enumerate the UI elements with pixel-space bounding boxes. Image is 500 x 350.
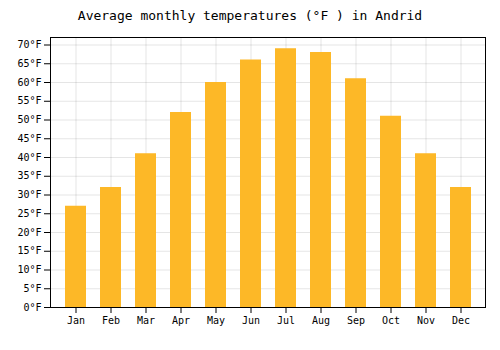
html-text:Average monthly temperatures (: Average monthly temperatures (°F ) in An…: [77, 8, 423, 23]
svg-text:60°F: 60°F: [17, 77, 41, 88]
svg-text:20°F: 20°F: [17, 227, 41, 238]
svg-text:70°F: 70°F: [17, 39, 41, 50]
svg-text:0°F: 0°F: [23, 302, 41, 313]
svg-text:40°F: 40°F: [17, 152, 41, 163]
svg-text:Apr: Apr: [172, 315, 190, 326]
svg-text:25°F: 25°F: [17, 208, 41, 219]
svg-text:Mar: Mar: [137, 315, 155, 326]
svg-text:55°F: 55°F: [17, 95, 41, 106]
svg-text:45°F: 45°F: [17, 133, 41, 144]
svg-text:Jan: Jan: [67, 315, 85, 326]
svg-text:35°F: 35°F: [17, 170, 41, 181]
svg-text:Nov: Nov: [417, 315, 435, 326]
svg-text:10°F: 10°F: [17, 264, 41, 275]
svg-text:Dec: Dec: [452, 315, 470, 326]
svg-text:Sep: Sep: [347, 315, 365, 326]
svg-text:Feb: Feb: [102, 315, 120, 326]
svg-text:50°F: 50°F: [17, 114, 41, 125]
svg-text:Aug: Aug: [312, 315, 330, 326]
svg-text:Jun: Jun: [242, 315, 260, 326]
svg-text:May: May: [207, 315, 225, 326]
svg-text:15°F: 15°F: [17, 245, 41, 256]
svg-text:30°F: 30°F: [17, 189, 41, 200]
svg-text:65°F: 65°F: [17, 58, 41, 69]
svg-text:Jul: Jul: [277, 315, 295, 326]
svg-text:Oct: Oct: [382, 315, 400, 326]
svg-text:5°F: 5°F: [23, 283, 41, 294]
